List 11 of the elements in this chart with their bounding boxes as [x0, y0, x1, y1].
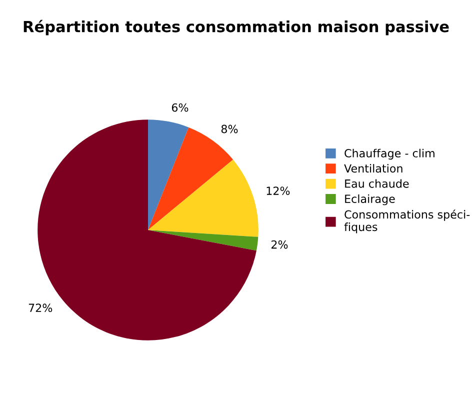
legend-label: Eau chaude	[345, 179, 409, 188]
data-label: 72%	[28, 304, 52, 312]
legend-label: Chauffage - clim	[344, 148, 434, 160]
legend-label: Consommations spéci- fiques	[344, 210, 470, 234]
legend-label: Eclairage	[345, 194, 395, 206]
chart-title: Répartition toutes consommation maison passive	[24, 20, 449, 36]
data-label: 2%	[271, 240, 288, 249]
data-label: 12%	[266, 186, 290, 196]
legend-label: Ventilation	[344, 164, 402, 173]
data-label: 8%	[221, 124, 238, 134]
data-label: 6%	[172, 103, 188, 112]
